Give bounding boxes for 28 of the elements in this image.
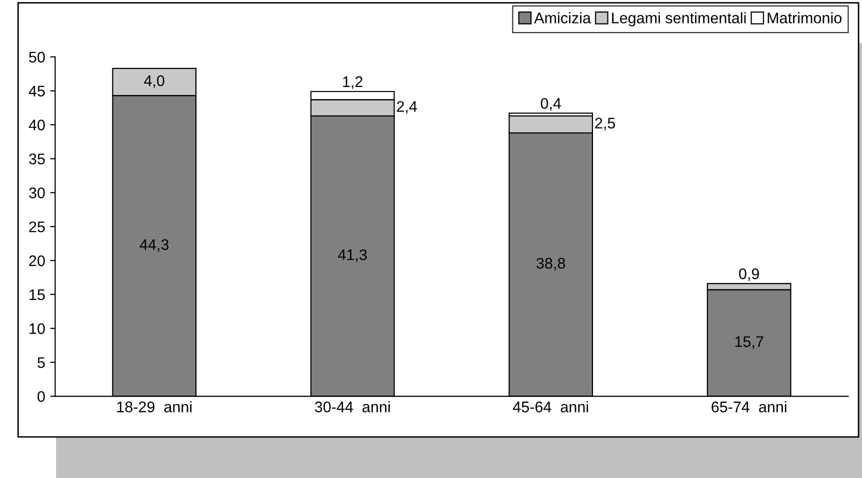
data-label: 44,3 bbox=[140, 239, 168, 252]
x-tick-label: 30-44 anni bbox=[314, 401, 390, 412]
y-tick-label: 20 bbox=[29, 255, 45, 266]
y-tick-label: 45 bbox=[28, 86, 45, 97]
data-label: 0,9 bbox=[739, 268, 759, 282]
legend-label: Legami sentimentali bbox=[612, 12, 746, 26]
data-label: 2,4 bbox=[396, 101, 417, 114]
legend-label: Matrimonio bbox=[768, 12, 842, 24]
y-tick-label: 40 bbox=[28, 120, 45, 130]
data-label: 2,5 bbox=[595, 118, 616, 130]
data-label: 0,4 bbox=[540, 98, 561, 111]
y-tick-label: 5 bbox=[38, 357, 45, 368]
data-label: 38,8 bbox=[536, 258, 566, 270]
y-tick-label: 50 bbox=[29, 52, 45, 63]
y-tick-label: 30 bbox=[29, 188, 45, 198]
x-tick-label: 65-74 anni bbox=[712, 401, 786, 412]
data-label: 4,0 bbox=[144, 75, 164, 88]
y-tick-label: 25 bbox=[29, 221, 45, 232]
data-label: 15,7 bbox=[735, 336, 764, 349]
y-tick-label: 15 bbox=[30, 289, 45, 300]
data-label: 1,2 bbox=[343, 76, 362, 89]
y-tick-label: 0 bbox=[38, 391, 45, 402]
data-label: 41,3 bbox=[338, 249, 367, 262]
y-tick-label: 35 bbox=[29, 154, 45, 164]
legend-label: Amicizia bbox=[534, 12, 591, 24]
x-tick-label: 18-29 anni bbox=[117, 401, 192, 412]
y-tick-label: 10 bbox=[30, 323, 45, 334]
x-tick-label: 45-64 anni bbox=[512, 401, 588, 412]
